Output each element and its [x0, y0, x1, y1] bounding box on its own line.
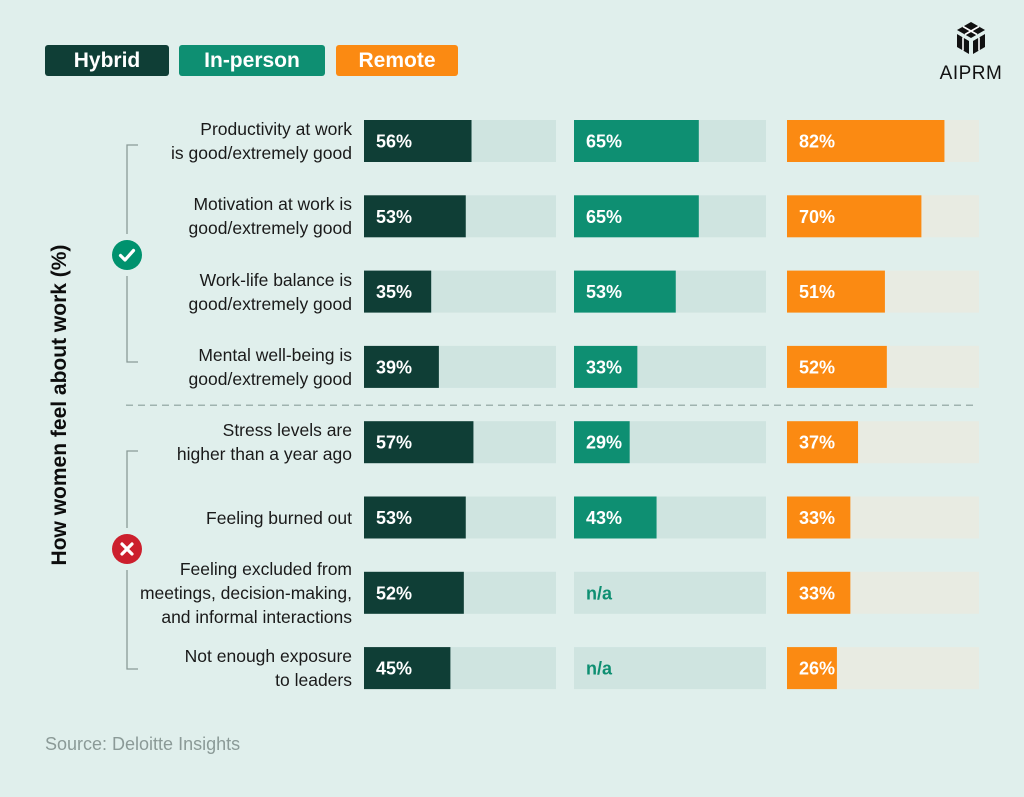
data-label: 70%: [799, 207, 835, 227]
bar-in-person: [574, 496, 657, 539]
category-label: Feeling excluded from meetings, decision-…: [92, 557, 352, 629]
category-label-line: Feeling burned out: [206, 507, 352, 528]
data-label: 53%: [376, 508, 412, 528]
bar-hybrid: [364, 496, 466, 539]
bar-remote: [787, 345, 887, 388]
data-label: 43%: [586, 508, 622, 528]
brand-logo: AIPRM: [936, 20, 1006, 85]
bar-remote: [787, 571, 851, 614]
category-label-line: Productivity at work: [200, 119, 352, 139]
bar-remote: [787, 270, 885, 313]
category-label-line: Not enough exposure: [184, 646, 352, 667]
category-label-line: good/extremely good: [188, 218, 352, 239]
bar-in-person: [574, 195, 699, 238]
data-label: 52%: [376, 583, 412, 603]
source-note: Source: Deloitte Insights: [45, 734, 241, 754]
data-label: 33%: [586, 357, 622, 377]
data-label: 33%: [799, 508, 835, 528]
x-circle-icon: [112, 534, 142, 564]
bar-hybrid: [364, 647, 451, 690]
bar-hybrid: [364, 120, 472, 162]
category-label-line: good/extremely good: [188, 368, 352, 389]
bar-remote: [787, 421, 859, 464]
bar-in-person: [574, 421, 630, 464]
legend-remote: Remote: [336, 45, 458, 76]
data-label: 82%: [799, 132, 835, 152]
data-label: 52%: [799, 357, 835, 377]
category-label-line: Mental well-being is: [198, 344, 352, 365]
data-label: 26%: [799, 659, 835, 679]
bar-hybrid: [364, 270, 432, 313]
category-label-line: Stress levels are: [222, 420, 352, 441]
data-label: 35%: [376, 282, 412, 302]
group-bracket: [126, 450, 138, 670]
category-label-line: to leaders: [275, 670, 352, 691]
data-label: 53%: [376, 207, 412, 227]
data-label: 33%: [799, 583, 835, 603]
category-label-line: Work-life balance is: [199, 269, 352, 290]
bar-track: [574, 647, 766, 690]
brand-name: AIPRM: [939, 63, 1003, 84]
bar-remote: [787, 120, 945, 162]
check-circle-icon: [112, 240, 142, 270]
category-label: Not enough exposure to leaders: [92, 644, 352, 692]
bar-track: [574, 571, 766, 614]
bar-hybrid: [364, 421, 474, 464]
legend-in-person: In-person: [179, 45, 325, 76]
category-label-line: higher than a year ago: [176, 444, 352, 465]
bar-hybrid: [364, 345, 439, 388]
category-label-line: Feeling excluded from: [179, 558, 352, 579]
category-label-line: and informal interactions: [161, 606, 352, 627]
bar-in-person: [574, 120, 699, 162]
category-label: Productivity at work is good/extremely go…: [92, 117, 352, 165]
category-label-line: is good/extremely good: [171, 143, 352, 163]
data-label: 57%: [376, 433, 412, 453]
data-label: 65%: [586, 207, 622, 227]
bar-hybrid: [364, 195, 466, 238]
category-label-line: Motivation at work is: [193, 194, 352, 215]
category-label: Feeling burned out: [92, 506, 352, 530]
data-label: 29%: [586, 433, 622, 453]
aiprm-logo-icon: [957, 22, 985, 54]
bar-remote: [787, 496, 851, 539]
data-label: 51%: [799, 282, 835, 302]
legend-hybrid: Hybrid: [45, 45, 169, 76]
group-bracket: [126, 144, 138, 363]
category-label-line: meetings, decision-making,: [139, 582, 352, 603]
bar-remote: [787, 195, 922, 238]
data-label: n/a: [586, 659, 613, 679]
bar-in-person: [574, 270, 676, 313]
data-label: 39%: [376, 357, 412, 377]
category-label: Mental well-being is good/extremely good: [92, 343, 352, 391]
category-label: Work-life balance is good/extremely good: [92, 268, 352, 316]
bar-hybrid: [364, 571, 464, 614]
category-label: Stress levels are higher than a year ago: [92, 418, 352, 466]
bar-remote: [787, 647, 837, 690]
data-label: 56%: [376, 132, 412, 152]
category-label: Motivation at work is good/extremely good: [92, 192, 352, 240]
bar-in-person: [574, 345, 638, 388]
data-label: n/a: [586, 583, 613, 603]
data-label: 65%: [586, 132, 622, 152]
data-label: 45%: [376, 659, 412, 679]
category-label-line: good/extremely good: [188, 293, 352, 314]
data-label: 53%: [586, 282, 622, 302]
data-label: 37%: [799, 433, 835, 453]
